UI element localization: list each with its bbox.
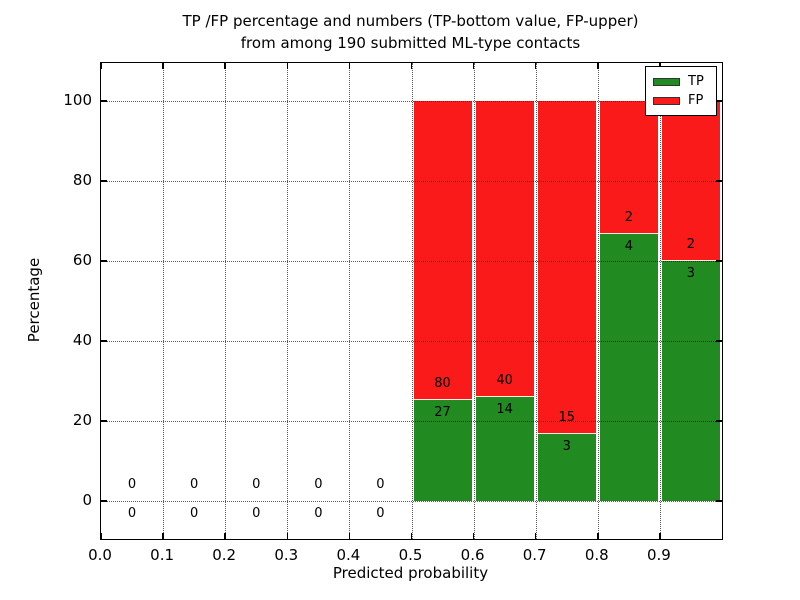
tick-mark xyxy=(716,180,722,182)
tick-mark xyxy=(716,500,722,502)
y-tick-label: 40 xyxy=(72,331,92,349)
tick-mark xyxy=(534,533,537,539)
annotation-fp-count: 0 xyxy=(376,477,385,492)
annotation-tp-count: 27 xyxy=(434,405,451,421)
tick-mark xyxy=(224,63,226,69)
annotation-tp-count: 3 xyxy=(562,439,571,455)
bar-segment-fp xyxy=(475,101,534,398)
annotation-fp-count: 2 xyxy=(686,237,696,252)
x-tick-label: 0.8 xyxy=(584,546,609,564)
plot-area: 0 0 0 0 0 0 0 0 0 0 80 27 40 14 15 3 2 4 2 3 xyxy=(100,62,723,540)
tick-mark xyxy=(534,63,537,69)
fp-swatch-icon xyxy=(653,96,680,105)
bar-segment-fp xyxy=(537,101,596,435)
x-tick-label: 0.7 xyxy=(522,546,547,564)
annotation-tp-count: 0 xyxy=(314,506,323,521)
chart-title-line-2: from among 190 submitted ML-type contact… xyxy=(240,34,581,52)
chart-title: TP /FP percentage and numbers (TP-bottom… xyxy=(100,10,721,54)
tick-mark xyxy=(597,533,599,539)
bar-segment-tp xyxy=(537,434,596,501)
gridline-v xyxy=(411,63,413,539)
gridline-v xyxy=(473,63,475,539)
annotation-tp-count: 0 xyxy=(127,506,137,521)
annotation-tp-count: 0 xyxy=(252,506,261,521)
legend-entry-fp: FP xyxy=(653,91,709,110)
tick-mark xyxy=(101,500,107,502)
gridline-v xyxy=(535,63,537,539)
y-tick-label: 100 xyxy=(63,91,92,109)
tick-mark xyxy=(286,63,289,69)
x-tick-label: 0.5 xyxy=(398,546,423,564)
annotation-tp-count: 3 xyxy=(686,266,696,281)
tick-mark xyxy=(101,100,107,102)
gridline-v xyxy=(349,63,351,539)
annotation-fp-count: 80 xyxy=(434,376,451,392)
x-tick-label: 0.4 xyxy=(336,546,361,564)
x-tick-label: 0.3 xyxy=(274,546,299,564)
tick-mark xyxy=(410,63,413,69)
bar-segment-fp xyxy=(599,101,658,235)
annotation-fp-count: 0 xyxy=(190,477,199,492)
tick-mark xyxy=(410,533,413,539)
legend-entry-tp: TP xyxy=(653,72,709,91)
tick-mark xyxy=(101,420,107,422)
y-tick-label: 20 xyxy=(72,411,92,429)
tick-mark xyxy=(100,533,102,539)
tick-mark xyxy=(162,533,164,539)
annotation-fp-count: 40 xyxy=(496,373,513,389)
x-tick-label: 0.6 xyxy=(460,546,485,564)
x-tick-label: 0.9 xyxy=(646,546,671,564)
y-tick-label: 60 xyxy=(72,251,92,269)
x-tick-label: 0.1 xyxy=(150,546,175,564)
annotation-tp-count: 4 xyxy=(624,239,633,255)
tick-mark xyxy=(100,63,102,69)
x-tick-label: 0.0 xyxy=(88,546,112,564)
x-tick-label: 0.2 xyxy=(212,546,237,564)
gridline-v xyxy=(225,63,227,539)
annotation-fp-count: 15 xyxy=(558,410,576,426)
annotation-tp-count: 14 xyxy=(496,402,513,418)
bar-segment-tp xyxy=(599,234,658,501)
bar-segment-tp xyxy=(475,397,534,501)
legend: TP FP xyxy=(645,66,717,116)
annotation-tp-count: 0 xyxy=(376,506,385,521)
y-axis-label: Percentage xyxy=(25,257,43,343)
gridline-v xyxy=(287,63,289,539)
tick-mark xyxy=(101,260,107,262)
tick-mark xyxy=(597,63,599,69)
tick-mark xyxy=(472,63,475,69)
tick-mark xyxy=(716,340,722,342)
tick-mark xyxy=(162,63,164,69)
legend-label-tp: TP xyxy=(688,74,704,89)
tick-mark xyxy=(224,533,226,539)
gridline-v xyxy=(597,63,599,539)
tick-mark xyxy=(348,533,351,539)
annotation-fp-count: 0 xyxy=(127,477,137,492)
annotation-tp-count: 0 xyxy=(190,506,199,521)
x-axis-label: Predicted probability xyxy=(332,564,489,582)
legend-label-fp: FP xyxy=(688,93,704,108)
bar-segment-fp xyxy=(413,101,472,401)
tick-mark xyxy=(101,180,107,182)
y-tick-label: 80 xyxy=(72,171,92,189)
tick-mark xyxy=(659,533,661,539)
annotation-fp-count: 0 xyxy=(252,477,261,492)
tick-mark xyxy=(286,533,289,539)
gridline-v xyxy=(659,63,661,539)
annotation-fp-count: 0 xyxy=(314,477,323,492)
chart-title-line-1: TP /FP percentage and numbers (TP-bottom… xyxy=(182,12,639,30)
tick-mark xyxy=(348,63,351,69)
gridline-v xyxy=(163,63,165,539)
tick-mark xyxy=(716,420,722,422)
bar-segment-tp xyxy=(661,261,720,501)
y-tick-label: 0 xyxy=(82,491,92,509)
annotation-fp-count: 2 xyxy=(624,210,633,226)
tick-mark xyxy=(101,340,107,342)
bar-segment-tp xyxy=(413,400,472,501)
tick-mark xyxy=(716,260,722,262)
tick-mark xyxy=(472,533,475,539)
tp-swatch-icon xyxy=(653,77,680,86)
tick-mark xyxy=(716,100,722,102)
